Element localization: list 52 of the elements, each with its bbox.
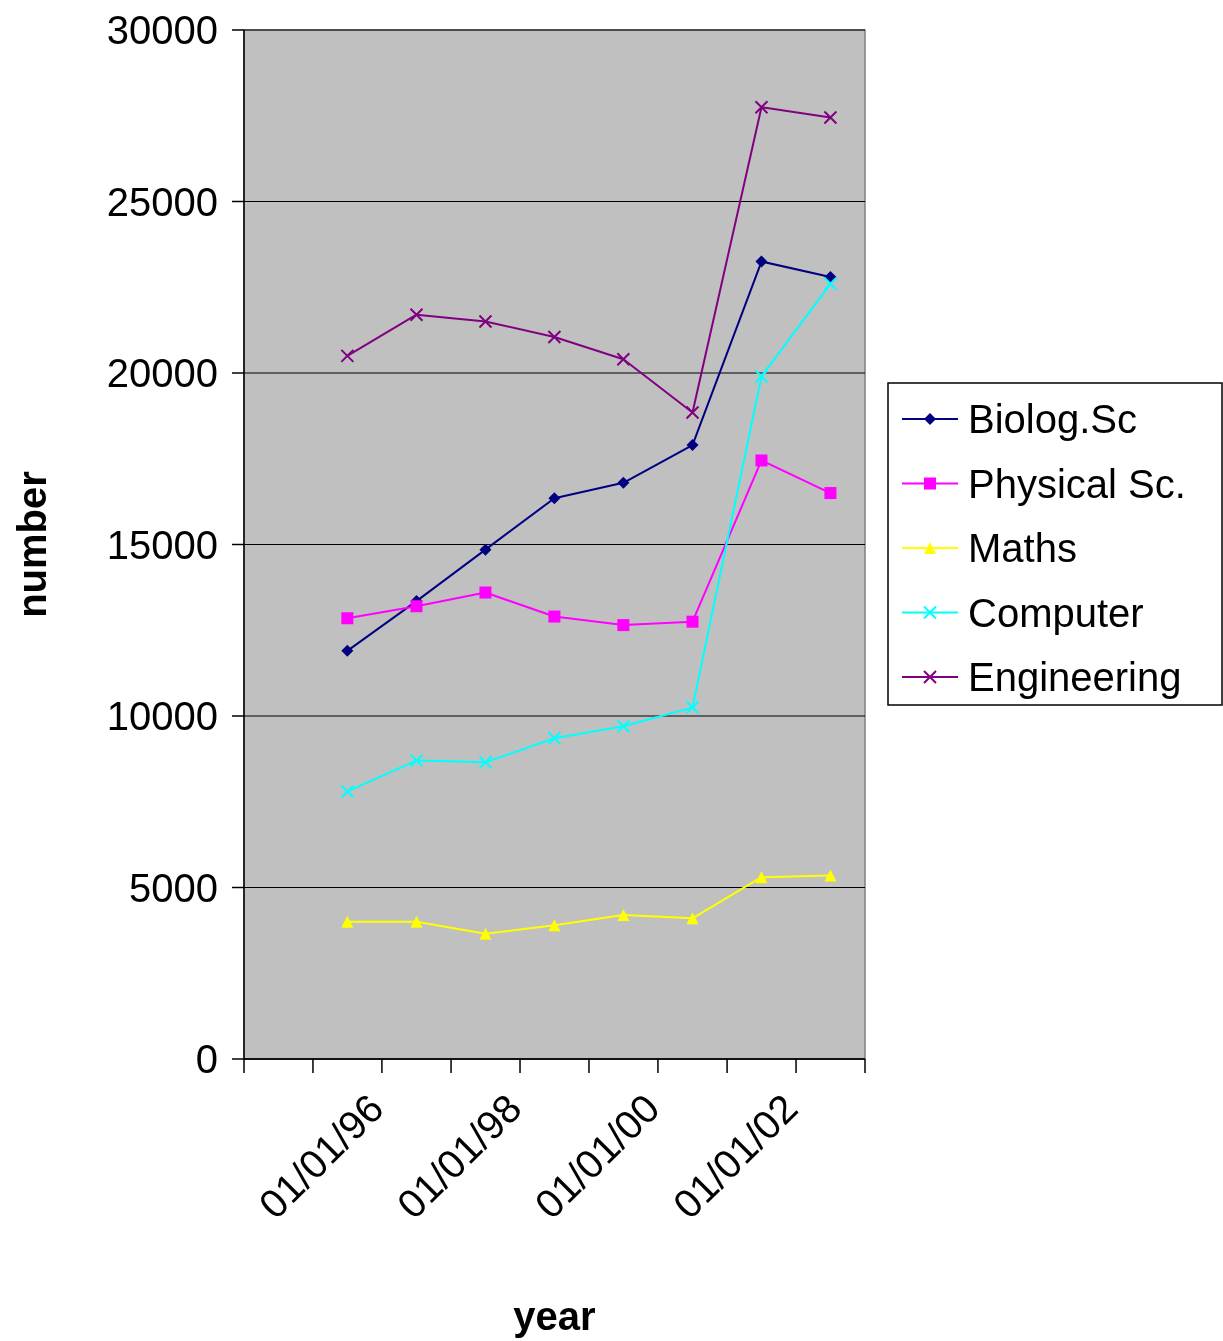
point xyxy=(410,915,423,928)
point xyxy=(479,543,492,556)
point xyxy=(617,908,630,921)
point xyxy=(754,100,769,115)
point xyxy=(616,719,631,734)
point xyxy=(547,731,562,746)
point xyxy=(478,755,493,770)
point xyxy=(341,644,354,657)
point xyxy=(755,454,768,467)
legend-label: Computer xyxy=(968,590,1144,635)
point xyxy=(547,329,562,344)
point xyxy=(755,871,768,884)
y-axis-title: number xyxy=(10,471,54,618)
x-axis-title: year xyxy=(513,1294,596,1338)
y-tick-label: 5000 xyxy=(129,865,218,910)
legend-label: Biolog.Sc xyxy=(968,397,1137,441)
point xyxy=(340,784,355,799)
legend-label: Maths xyxy=(968,526,1077,570)
point xyxy=(617,476,630,489)
y-tick-label: 20000 xyxy=(106,351,218,395)
point xyxy=(341,612,354,625)
point xyxy=(548,492,561,505)
point xyxy=(409,307,424,322)
point xyxy=(479,927,492,940)
point xyxy=(755,255,768,268)
y-tick-label: 0 xyxy=(195,1037,218,1081)
legend-label: Physical Sc. xyxy=(968,461,1186,506)
point xyxy=(340,348,355,363)
point xyxy=(409,753,424,768)
y-tick-label: 10000 xyxy=(106,694,218,738)
y-tick-label: 25000 xyxy=(106,179,218,224)
point xyxy=(410,600,423,613)
point xyxy=(478,314,493,329)
point xyxy=(686,912,699,925)
point xyxy=(685,700,700,715)
y-tick-label: 30000 xyxy=(106,8,218,52)
point xyxy=(341,915,354,928)
point xyxy=(686,439,699,452)
point xyxy=(686,615,699,628)
y-tick-label: 15000 xyxy=(106,522,218,567)
point xyxy=(548,610,561,623)
point xyxy=(616,352,631,367)
point xyxy=(823,276,838,291)
point xyxy=(823,110,838,125)
point xyxy=(754,369,769,384)
legend-label: Engineering xyxy=(968,655,1182,699)
point xyxy=(824,487,837,500)
point xyxy=(548,919,561,932)
point xyxy=(824,869,837,882)
point xyxy=(685,405,700,420)
point xyxy=(617,619,630,632)
point xyxy=(479,586,492,599)
